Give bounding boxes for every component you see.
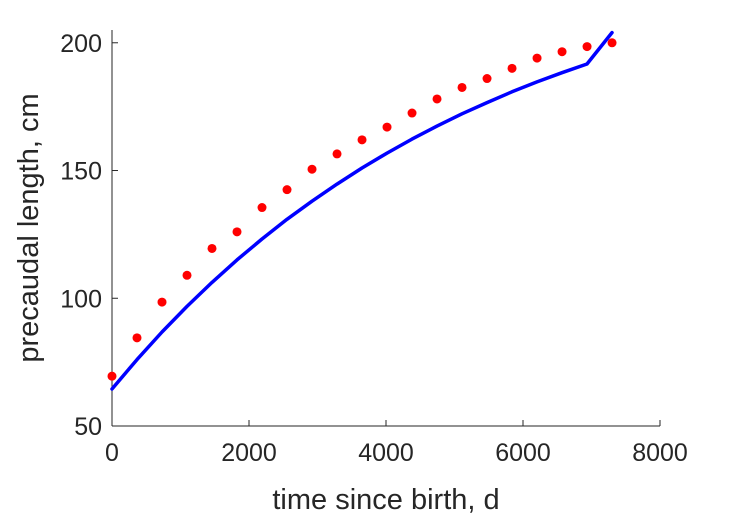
data-point bbox=[482, 74, 492, 84]
data-point bbox=[357, 135, 367, 145]
y-tick-label: 150 bbox=[60, 158, 102, 186]
data-point bbox=[407, 108, 417, 118]
data-point bbox=[432, 94, 442, 104]
y-axis-label: precaudal length, cm bbox=[13, 93, 45, 362]
data-point bbox=[382, 122, 392, 132]
x-tick-label: 2000 bbox=[221, 439, 277, 467]
data-point bbox=[507, 63, 517, 73]
data-point bbox=[307, 164, 317, 174]
data-point bbox=[107, 371, 117, 381]
x-tick-label: 4000 bbox=[358, 439, 414, 467]
axes: 0 2000 4000 6000 8000 50 100 150 200 bbox=[60, 30, 688, 467]
x-tick-label: 0 bbox=[105, 439, 119, 467]
data-point bbox=[457, 82, 467, 92]
data-point bbox=[257, 203, 267, 213]
data-point bbox=[157, 297, 167, 307]
data-point bbox=[557, 47, 567, 57]
fitted-curve bbox=[110, 30, 614, 391]
data-point bbox=[207, 243, 217, 253]
data-point bbox=[332, 149, 342, 159]
data-point bbox=[282, 185, 292, 195]
y-tick-label: 100 bbox=[60, 285, 102, 313]
plot-area bbox=[107, 30, 617, 391]
data-point bbox=[607, 38, 617, 48]
x-tick-label: 8000 bbox=[632, 439, 688, 467]
data-point bbox=[582, 42, 592, 52]
data-point bbox=[182, 270, 192, 280]
y-tick-label: 200 bbox=[60, 30, 102, 58]
y-tick-label: 50 bbox=[74, 413, 102, 441]
x-axis-label: time since birth, d bbox=[272, 484, 499, 516]
data-point bbox=[132, 333, 142, 343]
x-tick-label: 6000 bbox=[495, 439, 551, 467]
data-point bbox=[232, 227, 242, 237]
data-point bbox=[532, 53, 542, 63]
